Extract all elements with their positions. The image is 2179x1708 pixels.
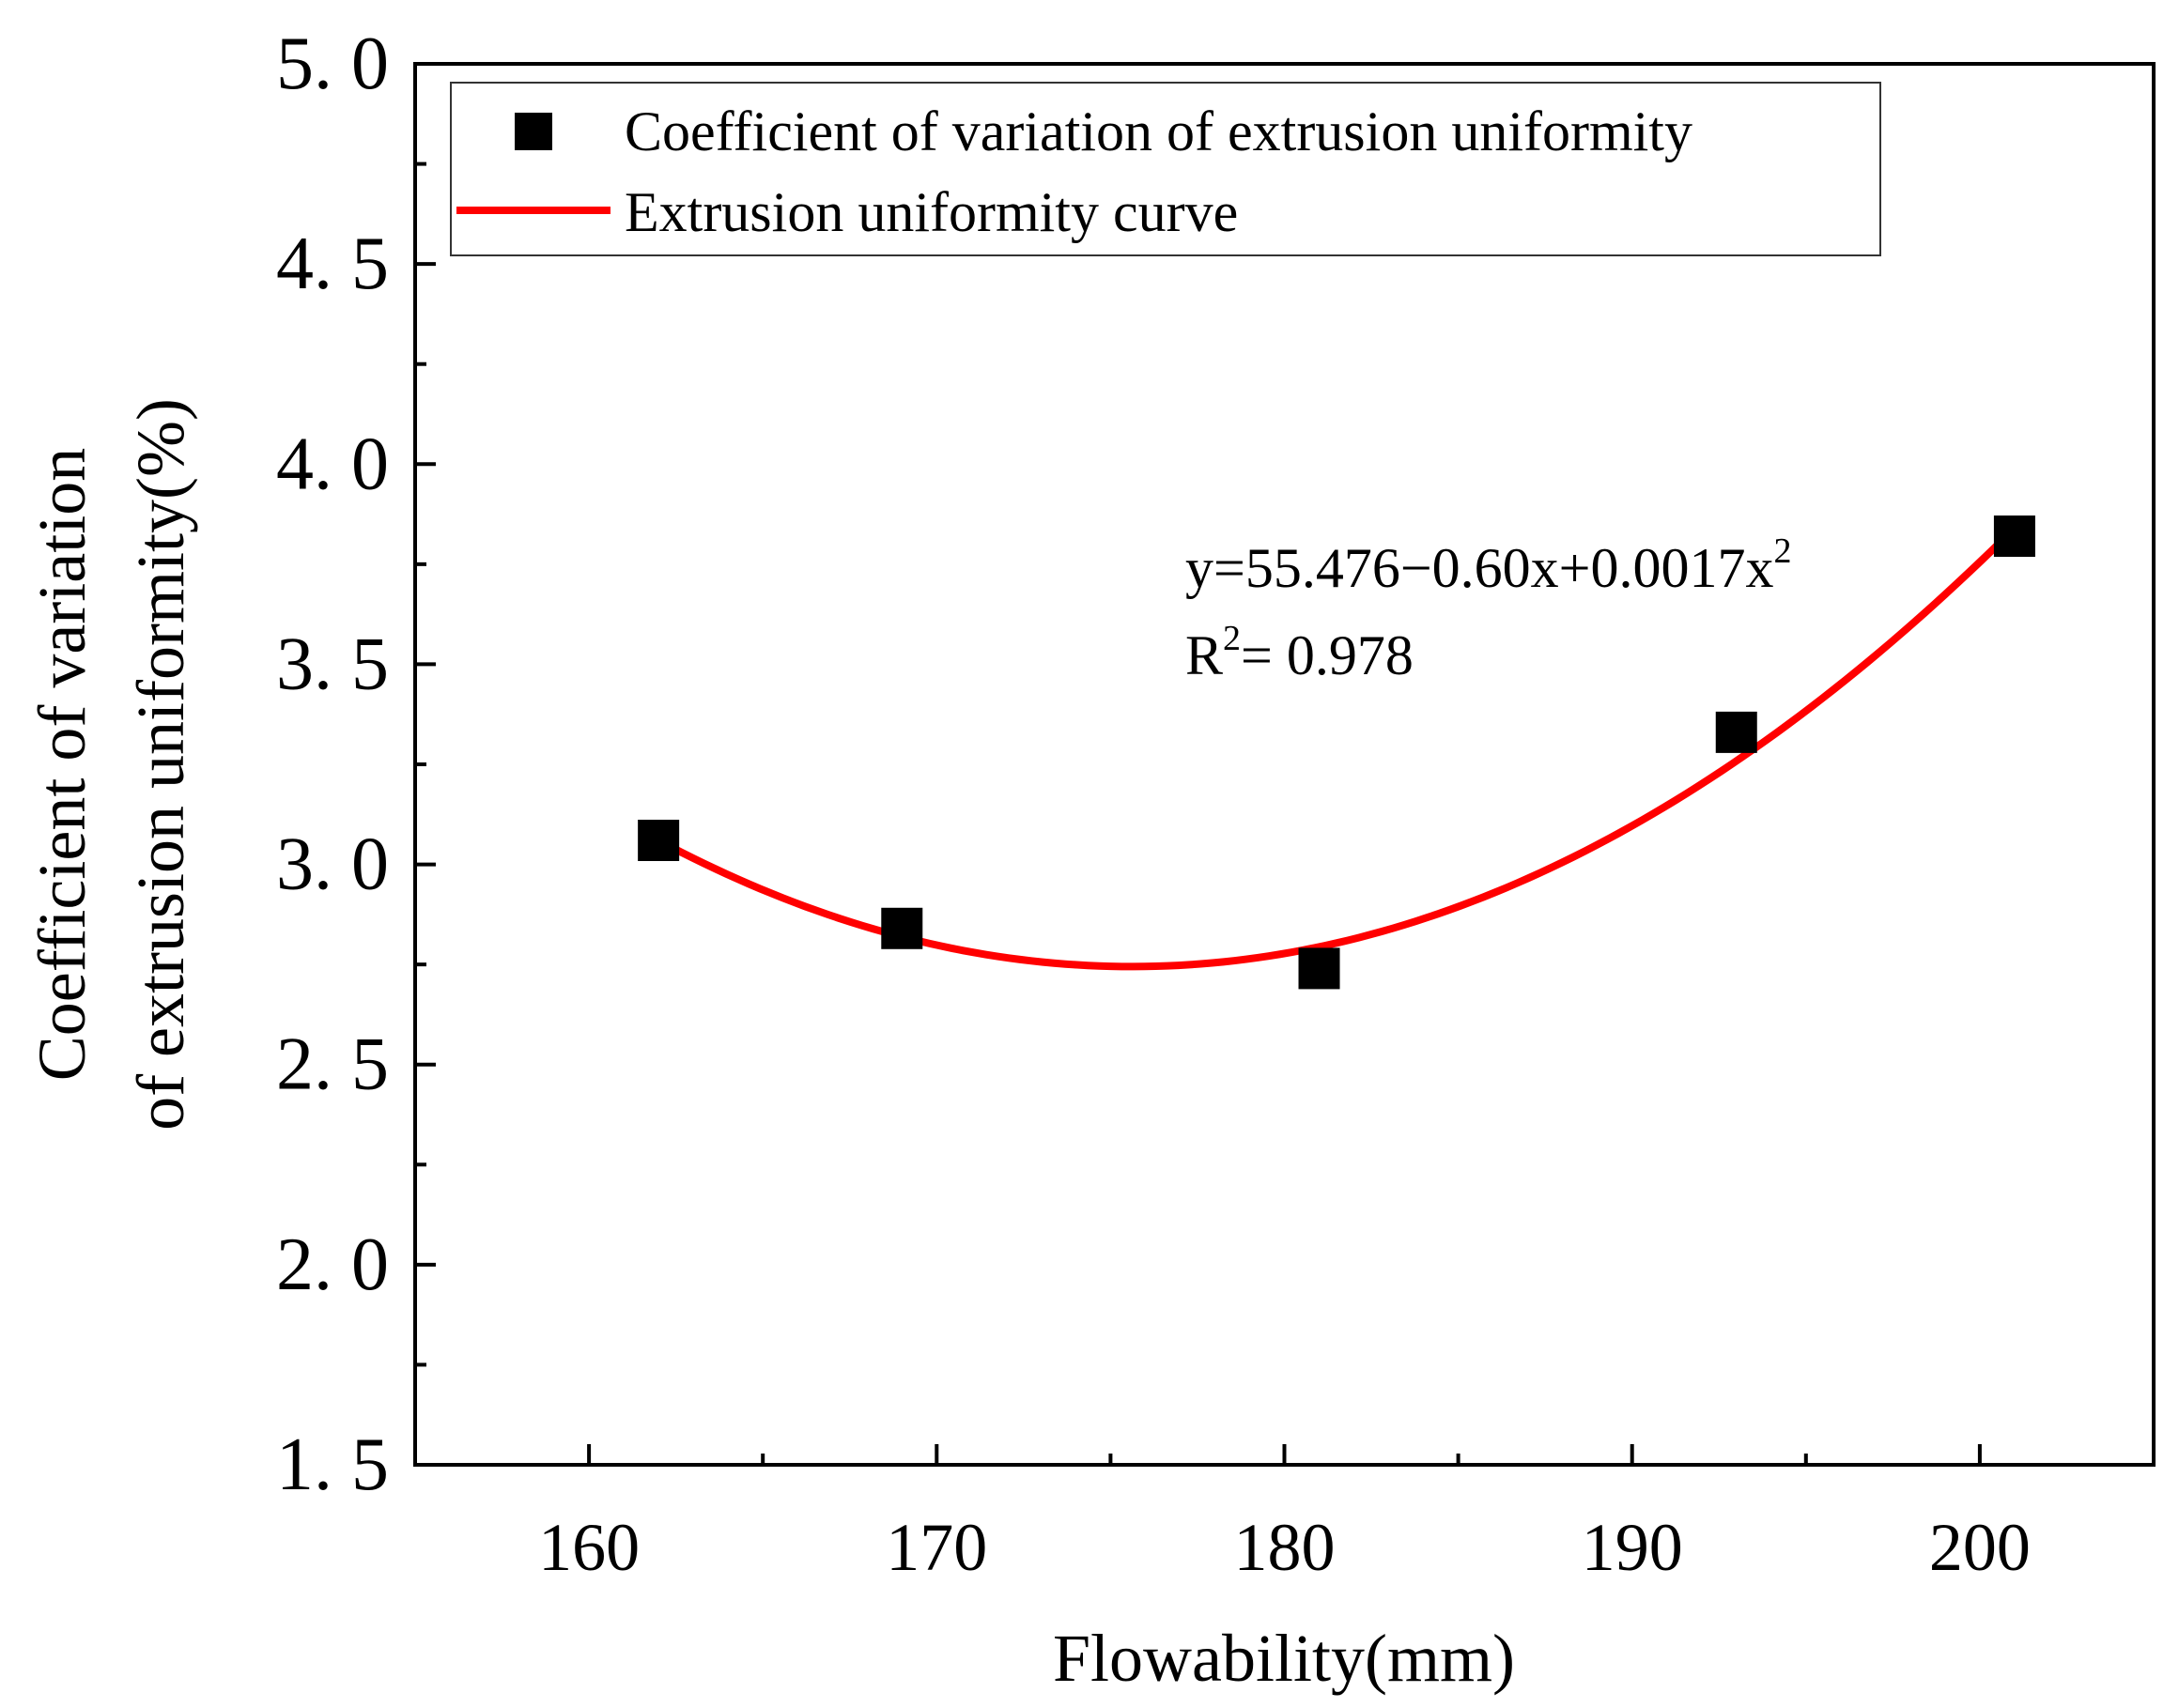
data-point bbox=[881, 907, 923, 949]
x-tick-label: 180 bbox=[1234, 1510, 1336, 1585]
x-tick-label: 200 bbox=[1929, 1510, 2031, 1585]
y-tick-label: 2. 5 bbox=[276, 1023, 389, 1106]
equation-annotation: y=55.476−0.60x+0.0017x2 bbox=[1185, 531, 1792, 599]
legend-label-scatter: Coefficient of variation of extrusion un… bbox=[625, 100, 1692, 162]
legend-label-curve: Extrusion uniformity curve bbox=[625, 181, 1238, 243]
y-tick-label: 4. 5 bbox=[276, 223, 389, 305]
y-tick-label: 5. 0 bbox=[276, 23, 389, 105]
y-tick-label: 3. 5 bbox=[276, 623, 389, 705]
data-point bbox=[1993, 515, 2035, 558]
legend-box bbox=[450, 82, 1881, 256]
y-tick-label: 2. 0 bbox=[276, 1223, 389, 1306]
data-point bbox=[1715, 711, 1757, 753]
y-tick-label: 1. 5 bbox=[276, 1423, 389, 1506]
x-tick-label: 170 bbox=[886, 1510, 987, 1585]
plot-frame bbox=[413, 62, 2156, 1467]
data-point bbox=[638, 819, 680, 861]
x-tick-label: 160 bbox=[538, 1510, 640, 1585]
y-axis-title-line2: of extrusion uniformity(%) bbox=[123, 398, 198, 1131]
x-axis-title: Flowability(mm) bbox=[1053, 1621, 1515, 1696]
legend-square-marker bbox=[515, 113, 552, 150]
y-axis-ticks: 1. 5 2. 0 2. 5 3. 0 3. 5 4. 0 4. 5 5. 0 bbox=[276, 23, 436, 1506]
y-tick-label: 4. 0 bbox=[276, 423, 389, 505]
y-tick-label: 3. 0 bbox=[276, 823, 389, 906]
x-tick-label: 190 bbox=[1582, 1510, 1683, 1585]
y-axis-title-line1: Coefficient of variation bbox=[24, 448, 100, 1081]
data-point bbox=[1298, 947, 1340, 990]
legend: Coefficient of variation of extrusion un… bbox=[450, 82, 1881, 256]
scatter-points bbox=[638, 515, 2035, 990]
r-squared-annotation: R2= 0.978 bbox=[1185, 619, 1414, 686]
x-axis-ticks: 160 170 180 190 200 bbox=[538, 1444, 2031, 1585]
